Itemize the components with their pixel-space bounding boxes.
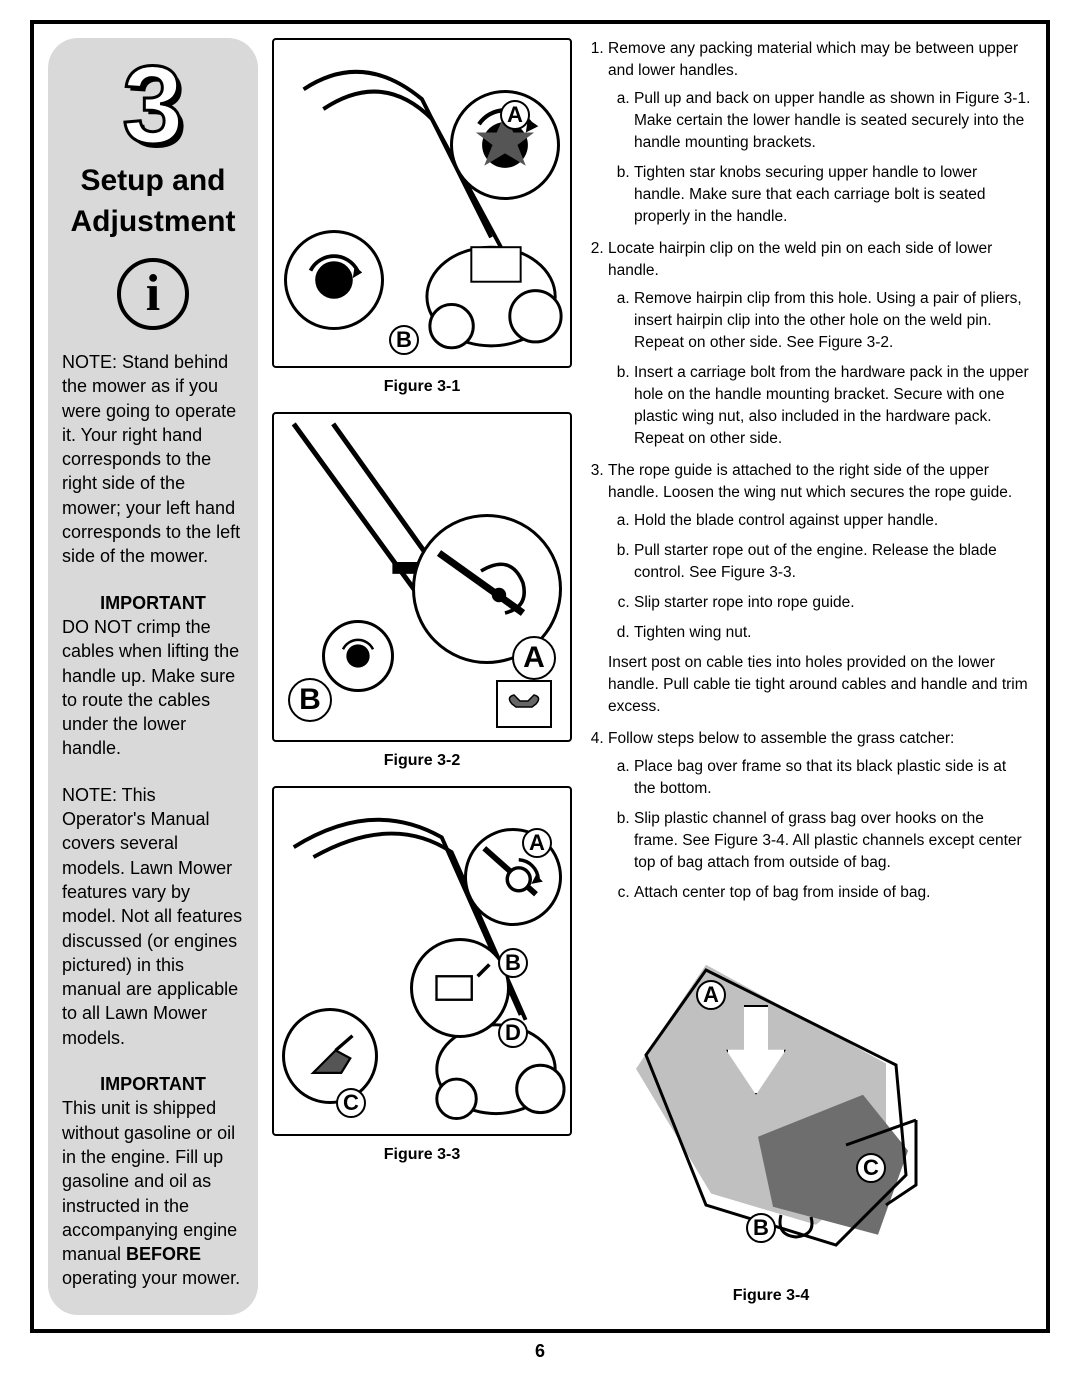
step-2: Locate hairpin clip on the weld pin on e… <box>608 238 1032 450</box>
important-label-2: IMPORTANT <box>62 1072 244 1096</box>
figure-3-1: A B <box>272 38 572 368</box>
callout-c: C <box>856 1153 886 1183</box>
figure-3-4-wrap: A B C Figure 3-4 <box>606 945 936 1315</box>
instructions-body: Remove any packing material which may be… <box>586 38 1032 945</box>
step-4c: Attach center top of bag from inside of … <box>634 882 1032 904</box>
callout-c: C <box>336 1088 366 1118</box>
important-label: IMPORTANT <box>62 591 244 615</box>
info-glyph: i <box>146 259 160 329</box>
step-1a: Pull up and back on upper handle as show… <box>634 88 1032 154</box>
figures-column: A B Figure 3-1 B <box>272 38 572 1315</box>
sidebar-important-1: IMPORTANT DO NOT crimp the cables when l… <box>62 591 244 761</box>
callout-b: B <box>389 325 419 355</box>
step-4b: Slip plastic channel of grass bag over h… <box>634 808 1032 874</box>
callout-b: B <box>746 1213 776 1243</box>
step-4a: Place bag over frame so that its black p… <box>634 756 1032 800</box>
clip-detail-icon <box>413 941 507 1035</box>
callout-a: A <box>522 828 552 858</box>
chapter-number: 3 <box>122 56 183 155</box>
step-4-text: Follow steps below to assemble the grass… <box>608 730 954 747</box>
page-number: 6 <box>30 1341 1050 1362</box>
callout-d: D <box>498 1018 528 1048</box>
step-1: Remove any packing material which may be… <box>608 38 1032 228</box>
manual-page: 3 Setup and Adjustment i NOTE: Stand beh… <box>30 20 1050 1333</box>
inset-knob-b2 <box>322 620 394 692</box>
figure-3-2-caption: Figure 3-2 <box>272 752 572 770</box>
callout-b: B <box>288 678 332 722</box>
sidebar-note-2: NOTE: This Operator's Manual covers seve… <box>62 783 244 1050</box>
steps-list: Remove any packing material which may be… <box>586 38 1032 904</box>
step-2-text: Locate hairpin clip on the weld pin on e… <box>608 240 992 279</box>
info-icon: i <box>117 258 189 330</box>
step-3-extra: Insert post on cable ties into holes pro… <box>608 652 1032 718</box>
figure-3-3: A B D C <box>272 786 572 1136</box>
step-1-sublist: Pull up and back on upper handle as show… <box>608 88 1032 228</box>
step-3-sublist: Hold the blade control against upper han… <box>608 510 1032 644</box>
step-2-sublist: Remove hairpin clip from this hole. Usin… <box>608 288 1032 450</box>
inset-bd <box>410 938 510 1038</box>
step-3b: Pull starter rope out of the engine. Rel… <box>634 540 1032 584</box>
figure-3-4: A B C <box>606 945 936 1283</box>
step-3-text: The rope guide is attached to the right … <box>608 462 1012 501</box>
sidebar-note-1: NOTE: Stand behind the mower as if you w… <box>62 350 244 569</box>
step-2b: Insert a carriage bolt from the hardware… <box>634 362 1032 450</box>
step-3c: Slip starter rope into rope guide. <box>634 592 1032 614</box>
figure-3-4-caption: Figure 3-4 <box>606 1287 936 1305</box>
step-3d: Tighten wing nut. <box>634 622 1032 644</box>
star-knob-icon <box>287 233 381 327</box>
figure-3-1-caption: Figure 3-1 <box>272 378 572 396</box>
inset-wingnut <box>496 680 552 728</box>
starter-handle-icon <box>285 1011 375 1101</box>
chapter-title: Setup and Adjustment <box>62 161 244 242</box>
step-3: The rope guide is attached to the right … <box>608 460 1032 718</box>
step-1b: Tighten star knobs securing upper handle… <box>634 162 1032 228</box>
step-1-text: Remove any packing material which may be… <box>608 40 1018 79</box>
callout-a: A <box>696 980 726 1010</box>
instructions-column: Remove any packing material which may be… <box>586 38 1032 1315</box>
sidebar-important-2: IMPORTANT This unit is shipped without g… <box>62 1072 244 1291</box>
chapter-sidebar: 3 Setup and Adjustment i NOTE: Stand beh… <box>48 38 258 1315</box>
important-1-text: DO NOT crimp the cables when lifting the… <box>62 617 239 758</box>
callout-b: B <box>498 948 528 978</box>
figure-3-2: B A <box>272 412 572 742</box>
step-4-sublist: Place bag over frame so that its black p… <box>608 756 1032 904</box>
wingnut-icon <box>504 689 544 719</box>
important-2-before: This unit is shipped without gasoline or… <box>62 1098 237 1264</box>
callout-a: A <box>512 636 556 680</box>
inset-knob-b <box>284 230 384 330</box>
step-2a: Remove hairpin clip from this hole. Usin… <box>634 288 1032 354</box>
figure-3-3-caption: Figure 3-3 <box>272 1146 572 1164</box>
step-4: Follow steps below to assemble the grass… <box>608 728 1032 904</box>
inset-starter <box>282 1008 378 1104</box>
important-2-bold: BEFORE <box>126 1244 201 1264</box>
callout-a: A <box>500 100 530 130</box>
star-knob-icon <box>333 631 383 681</box>
important-2-after: operating your mower. <box>62 1268 240 1288</box>
step-3a: Hold the blade control against upper han… <box>634 510 1032 532</box>
